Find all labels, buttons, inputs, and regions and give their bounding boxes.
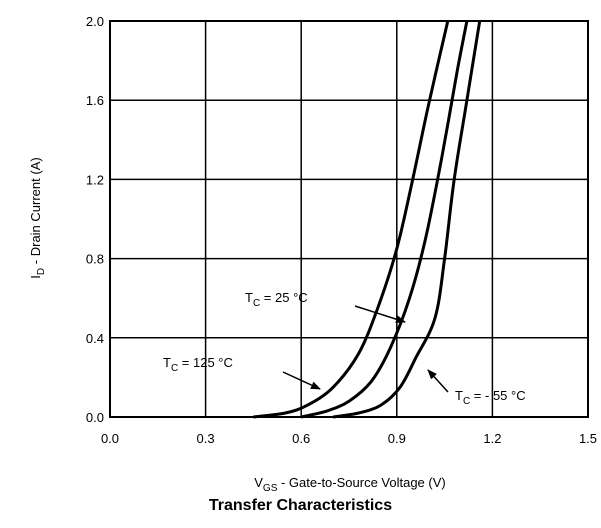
x-axis-label: VGS - Gate-to-Source Voltage (V) <box>254 475 445 494</box>
y-tick-label: 1.2 <box>86 172 104 187</box>
series-lines <box>253 20 482 419</box>
annotation-125c-label: TC = 125 °C <box>163 355 233 374</box>
y-axis-label-rest: - Drain Current (A) <box>28 157 43 268</box>
x-axis-label-sub: GS <box>263 483 278 494</box>
y-tick-label: 0.8 <box>86 252 104 267</box>
annotation-25c-arrow <box>354 305 406 324</box>
x-axis-label-rest: - Gate-to-Source Voltage (V) <box>277 475 445 490</box>
y-tick-label: 0.4 <box>86 331 104 346</box>
x-tick-label: 1.5 <box>579 431 597 446</box>
annotations: TC = 25 °C TC = 125 °C TC = - 55 °C <box>163 290 526 407</box>
y-axis-label-main: I <box>28 275 43 279</box>
y-tick-label: 2.0 <box>86 14 104 29</box>
y-tick-label: 0.0 <box>86 410 104 425</box>
x-tick-label: 1.2 <box>483 431 501 446</box>
y-axis-label: ID - Drain Current (A) <box>28 157 47 278</box>
x-axis-label-main: V <box>254 475 263 490</box>
chart-title: Transfer Characteristics <box>208 497 393 514</box>
tick-labels: 0.0 0.3 0.6 0.9 1.2 1.5 0.0 0.4 0.8 1.2 1.6 2.0 <box>86 14 597 446</box>
plot-frame <box>109 20 589 418</box>
annotation-125c-arrow <box>282 371 321 390</box>
series-line-125c <box>253 20 450 419</box>
annotation-minus55c-label: TC = - 55 °C <box>455 388 526 407</box>
x-tick-label: 0.9 <box>388 431 406 446</box>
x-tick-label: 0.3 <box>197 431 215 446</box>
series-line-minus55c <box>332 20 482 419</box>
y-axis-label-sub: D <box>36 268 47 275</box>
annotation-minus55c-arrow <box>427 369 449 393</box>
x-tick-label: 0.6 <box>292 431 310 446</box>
x-tick-label: 0.0 <box>101 431 119 446</box>
y-tick-label: 1.6 <box>86 93 104 108</box>
series-line-25c <box>300 20 469 419</box>
annotation-25c-label: TC = 25 °C <box>245 290 308 309</box>
